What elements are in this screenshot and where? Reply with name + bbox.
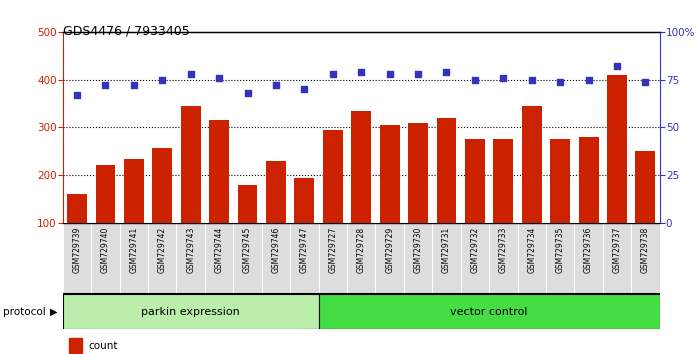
Bar [493, 139, 513, 271]
Point [640, 79, 651, 84]
Point [583, 77, 594, 82]
Bar [124, 159, 144, 271]
Bar [69, 338, 82, 353]
Text: GSM729729: GSM729729 [385, 227, 394, 273]
Bar [522, 106, 542, 271]
Text: ▶: ▶ [50, 307, 58, 316]
Bar [351, 111, 371, 271]
Text: count: count [88, 341, 117, 350]
Point [327, 71, 339, 77]
Point [156, 77, 168, 82]
Point [469, 77, 480, 82]
Point [498, 75, 509, 81]
Text: GSM729737: GSM729737 [612, 227, 621, 273]
Bar [318, 294, 660, 329]
Text: GSM729739: GSM729739 [73, 227, 82, 273]
Point [242, 90, 253, 96]
Bar [579, 137, 598, 271]
Bar [465, 139, 485, 271]
Point [214, 75, 225, 81]
Text: GSM729742: GSM729742 [158, 227, 167, 273]
Text: GSM729740: GSM729740 [101, 227, 110, 273]
Bar [67, 194, 87, 271]
Text: GSM729746: GSM729746 [272, 227, 281, 273]
Point [71, 92, 82, 98]
Text: GSM729743: GSM729743 [186, 227, 195, 273]
Text: GSM729733: GSM729733 [499, 227, 508, 273]
Point [128, 82, 140, 88]
Bar [209, 120, 229, 271]
Bar [181, 106, 200, 271]
Text: parkin expression: parkin expression [141, 307, 240, 316]
Bar [96, 165, 115, 271]
Point [299, 86, 310, 92]
Point [384, 71, 395, 77]
Text: GSM729730: GSM729730 [413, 227, 422, 273]
Bar [408, 123, 428, 271]
Point [413, 71, 424, 77]
Bar [295, 178, 314, 271]
Point [526, 77, 537, 82]
Bar [237, 185, 258, 271]
Text: GSM729744: GSM729744 [214, 227, 223, 273]
Bar [323, 130, 343, 271]
Bar [635, 152, 655, 271]
Point [185, 71, 196, 77]
Bar [266, 161, 286, 271]
Bar [607, 75, 627, 271]
Text: GDS4476 / 7933405: GDS4476 / 7933405 [63, 25, 190, 38]
Point [355, 69, 366, 75]
Point [611, 63, 623, 69]
Text: GSM729745: GSM729745 [243, 227, 252, 273]
Point [554, 79, 565, 84]
Text: GSM729727: GSM729727 [328, 227, 337, 273]
Bar [550, 139, 570, 271]
Text: GSM729735: GSM729735 [556, 227, 565, 273]
Bar [436, 118, 456, 271]
Text: GSM729732: GSM729732 [470, 227, 480, 273]
Point [270, 82, 281, 88]
Text: protocol: protocol [3, 307, 46, 316]
Bar [63, 294, 318, 329]
Text: GSM729736: GSM729736 [584, 227, 593, 273]
Bar [152, 148, 172, 271]
Text: GSM729738: GSM729738 [641, 227, 650, 273]
Bar [380, 125, 399, 271]
Point [441, 69, 452, 75]
Text: GSM729731: GSM729731 [442, 227, 451, 273]
Text: GSM729741: GSM729741 [129, 227, 138, 273]
Text: vector control: vector control [450, 307, 528, 316]
Text: GSM729728: GSM729728 [357, 227, 366, 273]
Text: GSM729747: GSM729747 [300, 227, 309, 273]
Text: GSM729734: GSM729734 [527, 227, 536, 273]
Point [100, 82, 111, 88]
